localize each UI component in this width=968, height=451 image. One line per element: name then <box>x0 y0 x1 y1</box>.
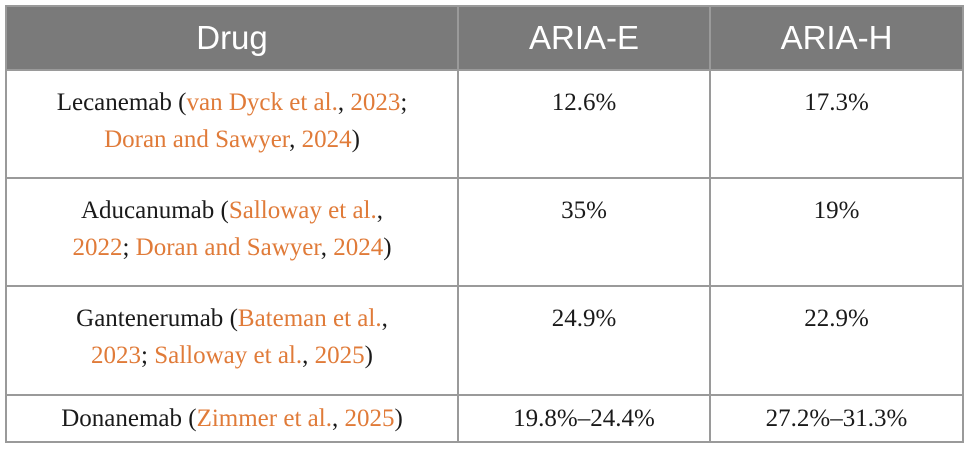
drug-name: Donanemab <box>61 404 182 432</box>
drug-cell: Lecanemab (van Dyck et al., 2023; Doran a… <box>5 68 459 180</box>
aria-h-value: 22.9% <box>709 285 964 396</box>
drug-name: Aducanumab <box>80 197 215 225</box>
table-row: Aducanumab (Salloway et al., 2022; Doran … <box>5 177 964 288</box>
table-container: Drug ARIA-E ARIA-H Lecanemab (van Dyck e… <box>5 5 964 444</box>
aria-h-value: 27.2%–31.3% <box>709 393 964 444</box>
citation-year[interactable]: 2025 <box>344 404 395 432</box>
aria-incidence-table: Drug ARIA-E ARIA-H Lecanemab (van Dyck e… <box>5 5 964 444</box>
drug-cell: Aducanumab (Salloway et al., 2022; Doran … <box>5 177 459 288</box>
aria-h-value: 17.3% <box>709 68 964 180</box>
citation-author[interactable]: Salloway et al. <box>228 197 377 225</box>
drug-name: Gantenerumab <box>76 305 224 333</box>
drug-name: Lecanemab <box>56 89 172 116</box>
citation-author[interactable]: Salloway et al. <box>154 342 303 370</box>
drug-cell: Donanemab (Zimmer et al., 2025) <box>5 393 459 444</box>
citation-year[interactable]: 2024 <box>333 234 384 262</box>
header-aria-e: ARIA-E <box>457 5 711 71</box>
citation-year[interactable]: 2022 <box>72 234 123 262</box>
aria-e-value: 12.6% <box>457 68 711 180</box>
header-aria-h: ARIA-H <box>709 5 964 71</box>
citation-author[interactable]: Doran and Sawyer <box>135 234 321 262</box>
citation-year[interactable]: 2024 <box>301 126 352 153</box>
aria-e-value: 24.9% <box>457 285 711 396</box>
header-drug: Drug <box>5 5 459 71</box>
citation-author[interactable]: van Dyck et al. <box>186 89 338 116</box>
table-row: Lecanemab (van Dyck et al., 2023; Doran a… <box>5 68 964 180</box>
citation-author[interactable]: Zimmer et al. <box>196 404 332 432</box>
citation-year[interactable]: 2023 <box>91 342 142 370</box>
aria-e-value: 35% <box>457 177 711 288</box>
citation-author[interactable]: Doran and Sawyer <box>104 126 290 153</box>
aria-e-value: 19.8%–24.4% <box>457 393 711 444</box>
aria-h-value: 19% <box>709 177 964 288</box>
citation-year[interactable]: 2025 <box>314 342 365 370</box>
drug-cell: Gantenerumab (Bateman et al., 2023; Sallo… <box>5 285 459 396</box>
header-row: Drug ARIA-E ARIA-H <box>5 5 964 71</box>
table-row: Gantenerumab (Bateman et al., 2023; Sallo… <box>5 285 964 396</box>
citation-year[interactable]: 2023 <box>350 89 401 116</box>
table-row: Donanemab (Zimmer et al., 2025) 19.8%–24… <box>5 393 964 444</box>
citation-author[interactable]: Bateman et al. <box>237 305 382 333</box>
